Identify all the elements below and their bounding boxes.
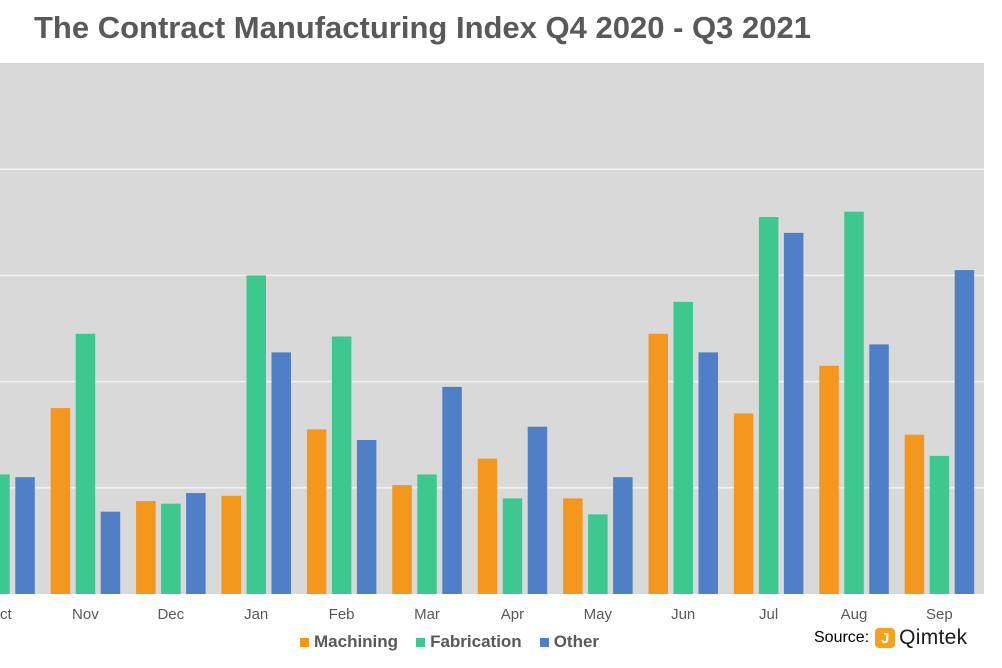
legend-item-fabrication: Fabrication — [416, 632, 522, 652]
bar-fabrication-aug — [844, 211, 864, 594]
qimtek-logo-icon: J — [875, 628, 896, 648]
legend-label-machining: Machining — [314, 632, 399, 651]
bars — [0, 211, 975, 594]
bar-fabrication-jan — [246, 275, 266, 594]
bar-fabrication-oct — [0, 474, 10, 594]
legend: Machining Fabrication Other — [300, 632, 599, 652]
bar-machining-apr — [477, 458, 498, 594]
x-tick-label-jul: Jul — [759, 606, 778, 623]
legend-swatch-machining — [300, 637, 309, 647]
bar-other-nov — [100, 511, 121, 594]
x-tick-label-nov: Nov — [72, 606, 99, 623]
legend-item-other: Other — [539, 632, 600, 652]
bar-other-feb — [356, 440, 377, 594]
x-tick-label-aug: Aug — [841, 606, 868, 623]
chart-title: The Contract Manufacturing Index Q4 2020… — [34, 10, 811, 45]
bar-machining-jul — [733, 413, 754, 594]
source-credit: Source: J Qimtek — [814, 626, 967, 650]
bar-machining-may — [563, 498, 583, 594]
x-tick-label-dec: Dec — [157, 606, 184, 623]
bar-fabrication-may — [588, 514, 608, 594]
x-tick-label-sep: Sep — [926, 606, 953, 623]
bar-other-mar — [442, 386, 462, 594]
bar-other-aug — [869, 344, 889, 594]
bar-machining-nov — [50, 408, 71, 594]
x-tick-label-may: May — [584, 606, 613, 623]
bar-fabrication-jul — [758, 217, 779, 594]
legend-swatch-other — [539, 637, 549, 647]
bar-other-apr — [527, 426, 548, 594]
bar-other-dec — [186, 493, 206, 594]
legend-item-machining: Machining — [300, 632, 398, 652]
legend-label-fabrication: Fabrication — [430, 632, 522, 651]
bar-machining-sep — [904, 434, 925, 594]
x-tick-label-feb: Feb — [329, 606, 355, 623]
x-tick-label-jun: Jun — [671, 606, 695, 623]
source-label: Source: — [814, 629, 870, 646]
bar-fabrication-sep — [929, 455, 950, 594]
bar-other-oct — [15, 477, 35, 594]
bar-fabrication-dec — [161, 503, 181, 594]
bar-machining-jan — [221, 495, 241, 594]
bar-other-jan — [271, 352, 291, 594]
bar-fabrication-feb — [331, 336, 352, 594]
x-tick-label-jan: Jan — [244, 606, 268, 623]
bar-fabrication-mar — [417, 474, 437, 594]
bar-other-jul — [783, 232, 804, 594]
bar-machining-aug — [819, 365, 839, 594]
qimtek-logo-text: Qimtek — [899, 626, 968, 649]
x-tick-label-mar: Mar — [414, 606, 440, 623]
bar-fabrication-nov — [75, 333, 96, 594]
bar-fabrication-apr — [502, 498, 523, 594]
x-tick-label-oct: Oct — [0, 606, 12, 623]
x-axis-labels: Oct Nov Dec Jan Feb Mar Apr May Jun Jul Aug Sep — [0, 606, 953, 623]
legend-swatch-fabrication — [416, 637, 426, 647]
bar-machining-dec — [136, 501, 156, 594]
bar-fabrication-jun — [673, 301, 693, 594]
bar-other-may — [613, 477, 633, 594]
qimtek-logo: J Qimtek — [875, 626, 967, 650]
bar-machining-jun — [648, 333, 668, 594]
x-tick-label-apr: Apr — [501, 606, 524, 623]
bar-other-jun — [698, 352, 718, 594]
bar-machining-mar — [392, 485, 412, 594]
bar-other-sep — [954, 270, 975, 594]
bar-machining-feb — [306, 429, 327, 594]
legend-label-other: Other — [553, 632, 600, 651]
